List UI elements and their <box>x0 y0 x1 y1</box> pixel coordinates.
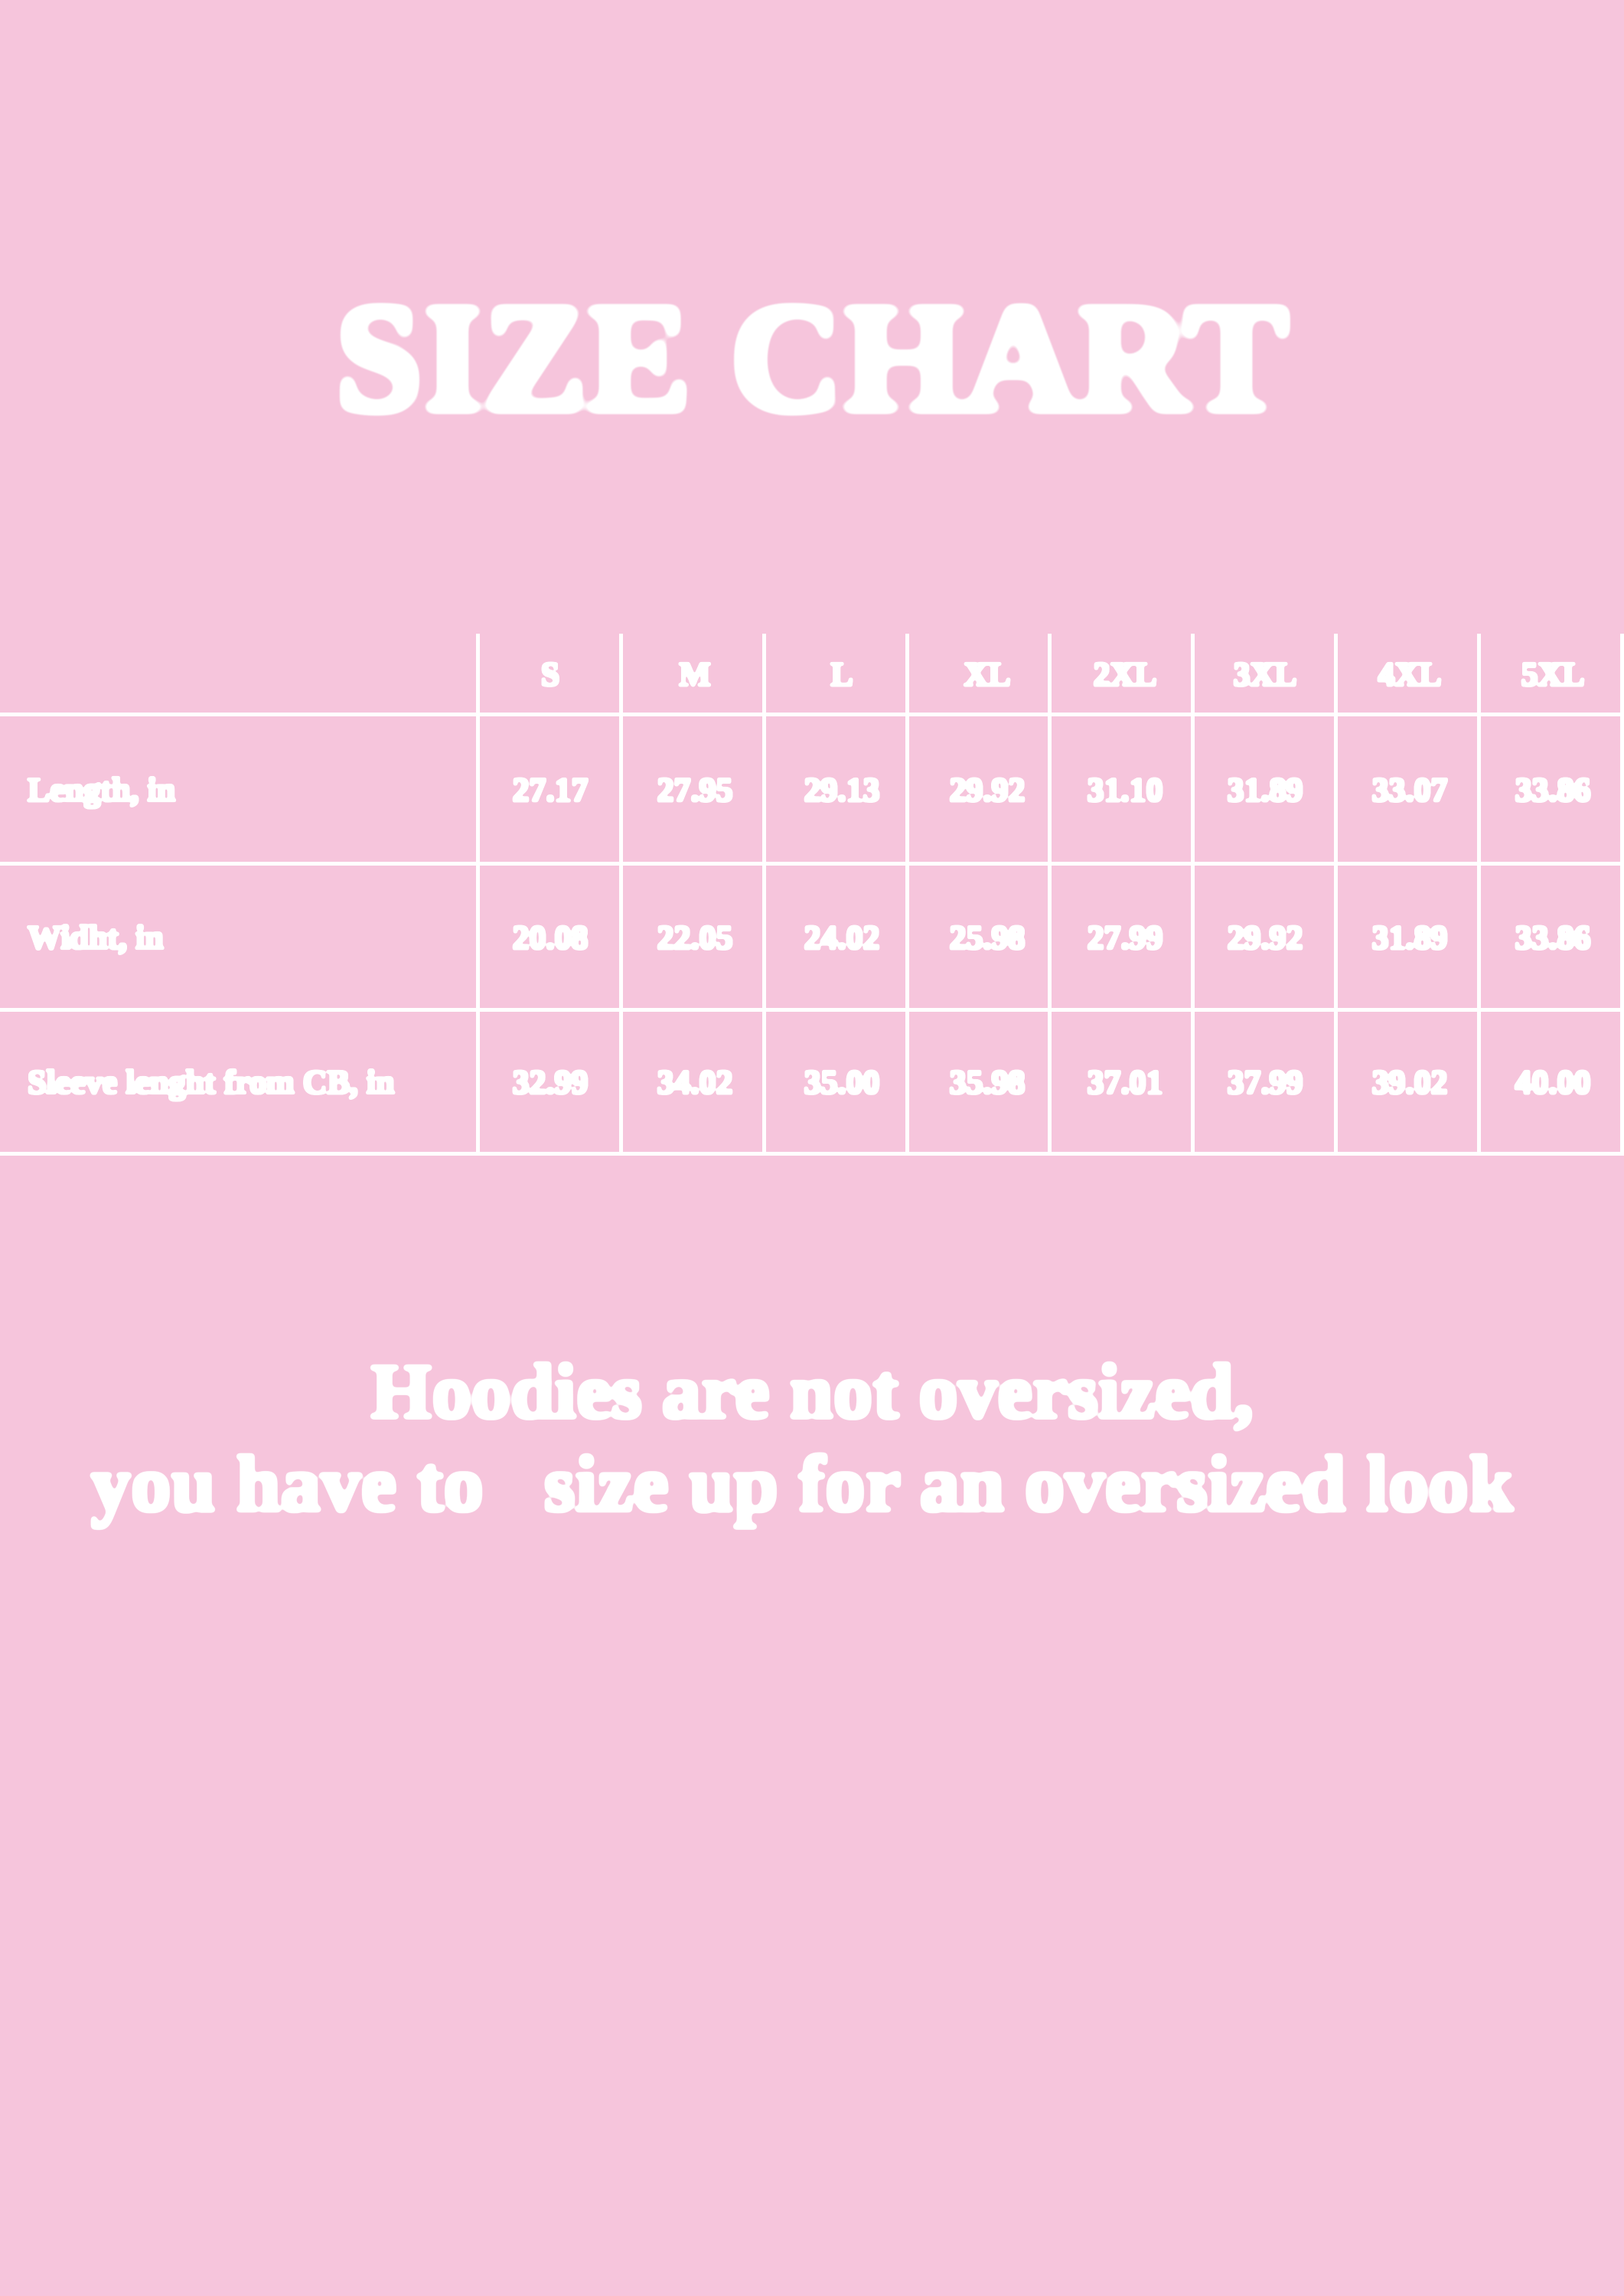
svg-text:39.02: 39.02 <box>1372 1064 1448 1101</box>
svg-text:31.89: 31.89 <box>1372 919 1448 957</box>
svg-text:34.02: 34.02 <box>657 1064 733 1101</box>
svg-text:25.98: 25.98 <box>950 919 1026 957</box>
svg-text:33.86: 33.86 <box>1515 919 1591 957</box>
svg-text:M: M <box>679 656 711 693</box>
svg-text:L: L <box>830 656 853 693</box>
svg-text:33.07: 33.07 <box>1372 771 1448 809</box>
svg-text:2XL: 2XL <box>1093 656 1156 693</box>
svg-text:27.95: 27.95 <box>657 771 733 809</box>
svg-text:40.00: 40.00 <box>1515 1064 1591 1101</box>
svg-text:Hoodies are not oversized,: Hoodies are not oversized, <box>370 1349 1254 1436</box>
svg-text:29.92: 29.92 <box>1228 919 1303 957</box>
svg-text:35.00: 35.00 <box>804 1064 880 1101</box>
svg-text:Widht, in: Widht, in <box>28 919 164 957</box>
svg-text:4XL: 4XL <box>1378 656 1441 693</box>
svg-text:5XL: 5XL <box>1521 656 1584 693</box>
svg-text:33.86: 33.86 <box>1515 771 1591 809</box>
svg-text:Length, in: Length, in <box>28 771 175 809</box>
svg-text:22.05: 22.05 <box>657 919 733 957</box>
svg-text:20.08: 20.08 <box>513 919 589 957</box>
svg-text:3XL: 3XL <box>1233 656 1296 693</box>
svg-text:29.13: 29.13 <box>804 771 880 809</box>
svg-text:27.99: 27.99 <box>1088 919 1163 957</box>
svg-text:31.10: 31.10 <box>1088 771 1163 809</box>
svg-text:SIZE CHART: SIZE CHART <box>335 272 1289 445</box>
svg-text:29.92: 29.92 <box>950 771 1026 809</box>
svg-text:32.99: 32.99 <box>513 1064 589 1101</box>
svg-text:27.17: 27.17 <box>513 771 589 809</box>
svg-text:you have to size up for an o: you have to size up for an oversized loo… <box>91 1439 1514 1528</box>
svg-text:24.02: 24.02 <box>804 919 880 957</box>
svg-text:37.99: 37.99 <box>1228 1064 1303 1101</box>
svg-text:Sleeve lenght from CB, in: Sleeve lenght from CB, in <box>28 1064 395 1101</box>
svg-text:XL: XL <box>964 656 1010 693</box>
svg-text:31.89: 31.89 <box>1228 771 1303 809</box>
svg-text:35.98: 35.98 <box>950 1064 1026 1101</box>
svg-text:37.01: 37.01 <box>1088 1064 1163 1101</box>
svg-text:S: S <box>541 656 559 693</box>
